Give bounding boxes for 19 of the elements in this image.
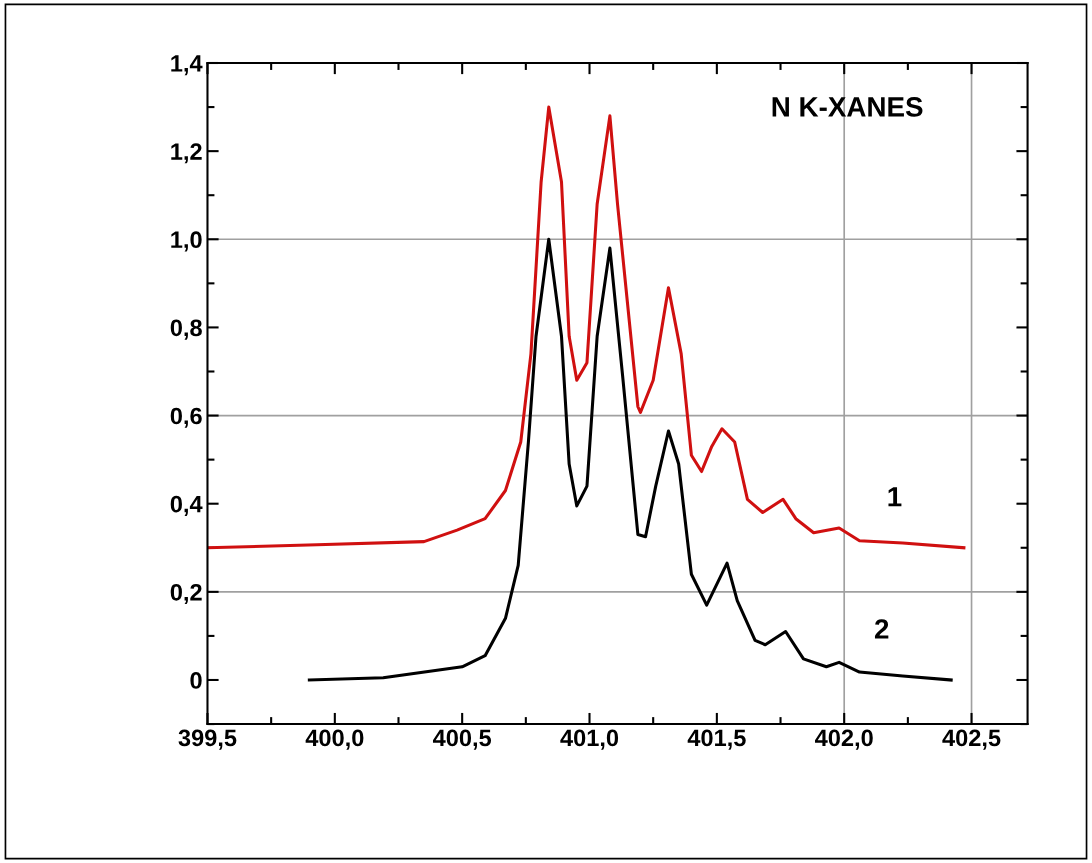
x-tick-label: 401,5 <box>687 729 746 750</box>
x-tick-label: 400,0 <box>305 729 364 750</box>
x-tick-label: 402,0 <box>815 729 873 750</box>
line-series <box>307 237 953 682</box>
x-tick-label: 401,0 <box>560 729 619 750</box>
y-tick-label: 1,4 <box>171 55 203 76</box>
series-label: 2 <box>874 619 889 639</box>
y-tick-label: 1,0 <box>171 231 202 252</box>
y-tick-label: 0,2 <box>170 583 202 605</box>
x-tick-label: 399,5 <box>178 729 237 750</box>
y-tick-label: 0 <box>190 672 202 689</box>
series-label: 1 <box>888 487 902 507</box>
y-tick-label: 0,4 <box>170 495 203 516</box>
text: N K-XANES <box>772 97 923 117</box>
x-tick-label: 402,5 <box>942 729 1001 750</box>
y-tick-label: 0,8 <box>170 319 202 340</box>
x-tick-label: 400,5 <box>432 729 492 750</box>
y-tick-label: 1,2 <box>171 143 202 164</box>
y-tick-label: 0,6 <box>170 407 202 428</box>
